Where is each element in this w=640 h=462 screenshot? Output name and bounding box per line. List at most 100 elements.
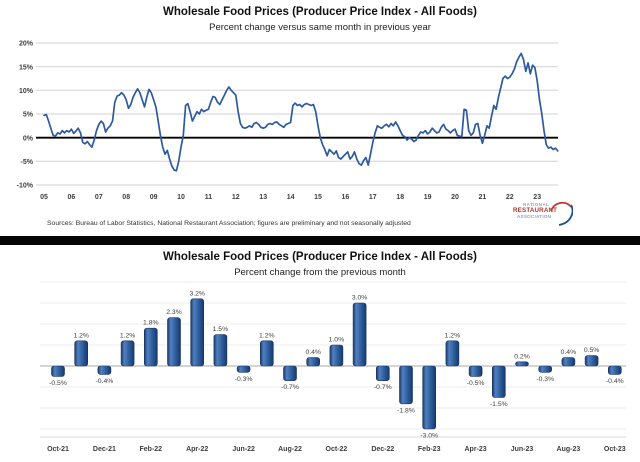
bar-Mar-23	[445, 340, 460, 367]
svg-text:19: 19	[424, 194, 432, 201]
svg-text:3.2%: 3.2%	[189, 290, 205, 297]
svg-text:15%: 15%	[19, 64, 34, 71]
svg-text:Jun-23: Jun-23	[511, 446, 534, 453]
svg-text:0%: 0%	[23, 135, 34, 142]
bar-Sep-23	[584, 355, 599, 367]
svg-text:Oct-23: Oct-23	[604, 446, 626, 453]
svg-text:Apr-23: Apr-23	[465, 446, 487, 453]
svg-text:18: 18	[396, 194, 404, 201]
svg-text:Feb-23: Feb-23	[418, 446, 441, 453]
bar-Apr-22	[190, 298, 204, 367]
svg-text:1.2%: 1.2%	[120, 332, 136, 339]
bar-Jan-22	[120, 340, 135, 367]
svg-text:1.8%: 1.8%	[143, 320, 159, 327]
bottom-chart-subtitle: Percent change from the previous month	[234, 267, 406, 278]
svg-text:12: 12	[232, 194, 240, 201]
svg-text:-1.5%: -1.5%	[490, 401, 508, 408]
svg-text:0.4%: 0.4%	[305, 349, 321, 356]
bar-Feb-22	[144, 327, 158, 367]
yoy-series-line	[43, 52, 559, 172]
svg-text:-0.3%: -0.3%	[235, 376, 253, 383]
svg-text:-1.8%: -1.8%	[397, 407, 415, 414]
svg-text:14: 14	[287, 194, 295, 201]
svg-text:-0.3%: -0.3%	[536, 376, 554, 383]
bar-Feb-23	[422, 365, 437, 430]
bar-Jun-22	[236, 365, 251, 373]
svg-text:-5%: -5%	[21, 159, 34, 166]
svg-text:05: 05	[40, 194, 48, 201]
svg-text:07: 07	[95, 194, 103, 201]
mom-chart-section: Wholesale Food Prices (Producer Price In…	[0, 245, 640, 462]
svg-text:10%: 10%	[19, 88, 34, 95]
svg-text:20: 20	[451, 194, 459, 201]
bar-Sep-22	[306, 357, 321, 367]
nra-logo: NATIONAL RESTAURANT ASSOCIATION	[513, 201, 573, 230]
bar-Mar-22	[167, 317, 181, 367]
nra-logo-national: NATIONAL	[523, 202, 550, 207]
svg-text:22: 22	[506, 194, 514, 201]
svg-text:-10%: -10%	[17, 183, 34, 190]
svg-text:Oct-21: Oct-21	[47, 446, 69, 453]
svg-text:0.4%: 0.4%	[561, 349, 577, 356]
mom-bars	[51, 298, 622, 430]
top-chart-title: Wholesale Food Prices (Producer Price In…	[163, 6, 477, 18]
svg-text:Oct-22: Oct-22	[326, 446, 348, 453]
svg-text:1.2%: 1.2%	[259, 332, 275, 339]
svg-text:-3.0%: -3.0%	[420, 433, 438, 440]
bar-May-22	[213, 334, 228, 367]
svg-text:Aug-22: Aug-22	[278, 446, 302, 453]
svg-text:0.5%: 0.5%	[584, 347, 600, 354]
svg-text:Jun-22: Jun-22	[232, 446, 255, 453]
bar-Jul-23	[538, 365, 553, 373]
bar-Oct-22	[329, 344, 344, 367]
svg-text:1.5%: 1.5%	[213, 326, 229, 333]
svg-text:06: 06	[68, 194, 76, 201]
line-gridlines	[36, 42, 558, 186]
bar-value-labels: -0.5% 1.2% -0.4% 1.2% 1.8% 2.3% 3.2% 1.5% -0.3% 1…	[49, 290, 624, 439]
bar-Aug-23	[561, 357, 576, 367]
bar-May-23	[491, 365, 506, 398]
bar-x-axis-labels: Oct-21 Dec-21 Feb-22 Apr-22 Jun-22 Aug-22 Oct-…	[47, 446, 626, 453]
bar-Aug-22	[283, 365, 297, 381]
bar-Jan-23	[399, 365, 413, 405]
svg-text:15: 15	[314, 194, 322, 201]
svg-text:0.2%: 0.2%	[514, 353, 530, 360]
svg-text:Feb-22: Feb-22	[140, 446, 163, 453]
bar-Dec-22	[375, 365, 390, 381]
svg-text:21: 21	[479, 194, 487, 201]
svg-text:20%: 20%	[19, 41, 34, 48]
source-note: Sources: Bureau of Labor Statistics, Nat…	[47, 220, 411, 227]
svg-text:-0.4%: -0.4%	[606, 378, 624, 385]
nra-logo-restaurant: RESTAURANT	[513, 207, 558, 214]
svg-text:-0.7%: -0.7%	[374, 384, 392, 391]
svg-text:-0.4%: -0.4%	[96, 378, 114, 385]
svg-text:5%: 5%	[23, 112, 34, 119]
bar-Dec-21	[97, 365, 112, 375]
section-divider	[0, 236, 640, 245]
svg-text:1.0%: 1.0%	[329, 337, 345, 344]
mom-bar-chart: -0.5% 1.2% -0.4% 1.2% 1.8% 2.3% 3.2% 1.5% -0.3% 1…	[40, 281, 626, 453]
bar-Jun-23	[515, 361, 529, 367]
svg-text:11: 11	[205, 194, 213, 201]
svg-text:2.3%: 2.3%	[166, 309, 182, 316]
svg-text:16: 16	[342, 194, 350, 201]
bar-Oct-23	[607, 365, 622, 375]
svg-text:Dec-21: Dec-21	[93, 446, 116, 453]
svg-text:10: 10	[177, 194, 185, 201]
bar-Nov-21	[74, 340, 88, 367]
yoy-chart-section: Wholesale Food Prices (Producer Price In…	[17, 6, 573, 230]
nra-swoosh-icon	[550, 201, 573, 226]
svg-text:3.0%: 3.0%	[352, 295, 368, 302]
svg-text:-0.5%: -0.5%	[49, 380, 67, 387]
bar-Oct-21	[51, 365, 65, 377]
svg-text:08: 08	[122, 194, 130, 201]
svg-text:Dec-22: Dec-22	[371, 446, 394, 453]
top-chart-subtitle: Percent change versus same month in prev…	[209, 22, 431, 33]
bottom-chart-title: Wholesale Food Prices (Producer Price In…	[163, 251, 477, 263]
yoy-line-chart: 20% 15% 10% 5% 0% -5% -10% 05 06 07 08 09 10 11 12 13 14…	[17, 41, 559, 201]
bar-Jul-22	[259, 340, 274, 367]
svg-text:Apr-22: Apr-22	[186, 446, 208, 453]
svg-text:1.2%: 1.2%	[445, 332, 461, 339]
svg-text:1.2%: 1.2%	[73, 332, 89, 339]
